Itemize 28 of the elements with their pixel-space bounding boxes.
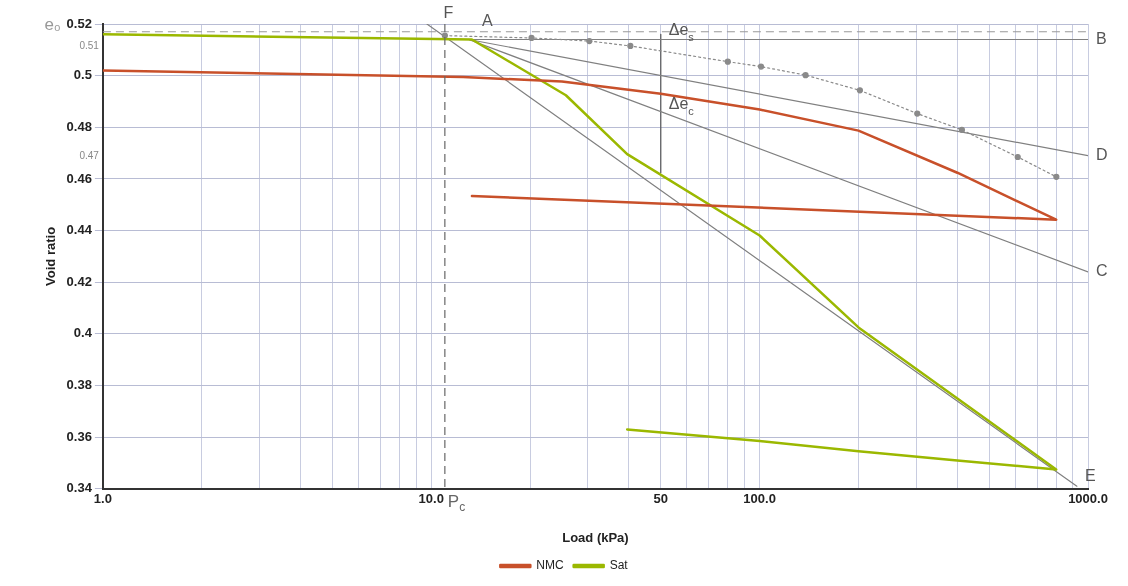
y-tick-label: 0.34 [66, 480, 93, 496]
y-axis-title: Void ratio [43, 226, 59, 286]
x-tick-label: 10.0 [418, 491, 444, 507]
annotation: F [443, 4, 454, 22]
x-tick-label: 1.0 [93, 491, 112, 507]
y-tick-label: 0.4 [73, 325, 93, 341]
y-tick-label: 0.48 [66, 118, 92, 134]
text: 0.47 [79, 149, 100, 161]
legend-label: Sat [609, 558, 629, 573]
ref-line-label: e₀ [44, 15, 61, 35]
text: 0.51 [79, 39, 100, 51]
y-tick-label: 0.38 [66, 377, 92, 393]
y-tick-label: 0.44 [66, 222, 93, 238]
x-tick-label: 100.0 [743, 491, 776, 507]
annotation: C [1096, 262, 1108, 280]
annotation: E [1084, 466, 1096, 484]
y-tick-label: 0.42 [66, 273, 92, 289]
x-axis-title: Load (kPa) [562, 529, 629, 545]
annotation: A [482, 12, 494, 30]
y-tick-label: 0.52 [66, 15, 92, 31]
y-tick-label: 0.46 [66, 170, 92, 186]
annotation: D [1096, 146, 1108, 164]
annotation: B [1096, 29, 1107, 47]
x-tick-label: 50 [653, 491, 669, 507]
y-tick-label: 0.5 [73, 67, 92, 83]
legend-label: NMC [536, 558, 564, 573]
y-tick-label: 0.36 [66, 428, 92, 444]
x-tick-label: 1000.0 [1068, 491, 1108, 507]
